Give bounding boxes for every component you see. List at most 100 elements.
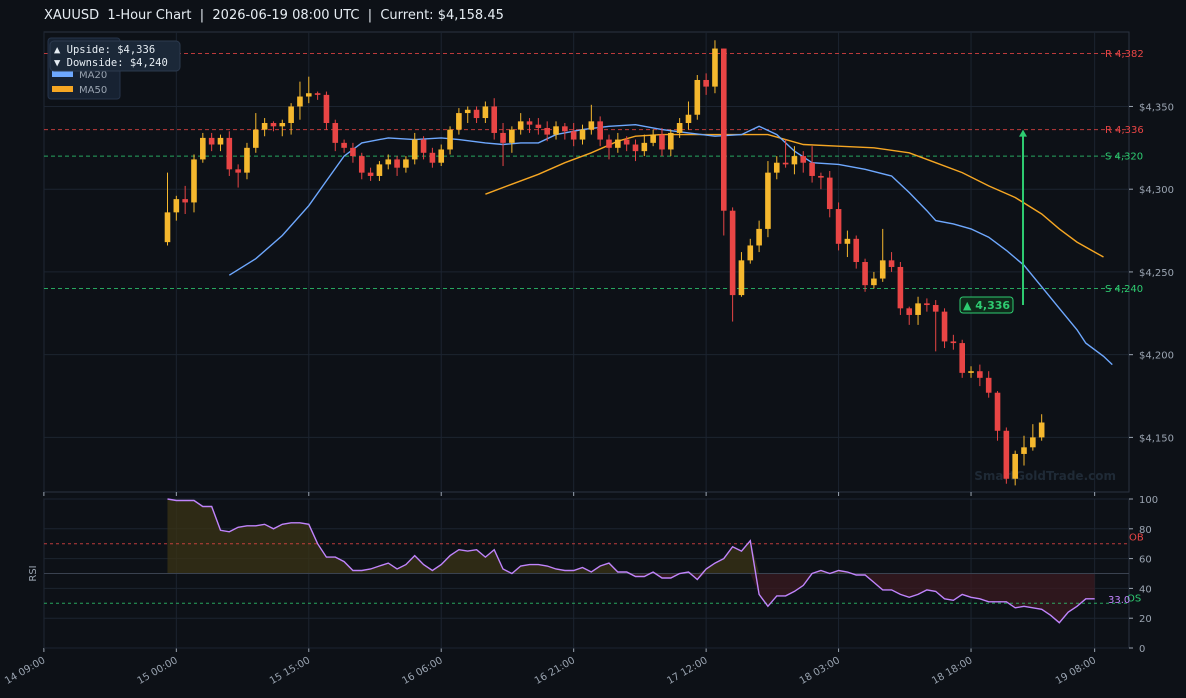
rsi-fill-below [167, 573, 1095, 623]
candle [606, 134, 612, 160]
candle-body [491, 106, 498, 133]
candle [553, 121, 559, 140]
candle-body [447, 129, 453, 150]
candle-body [182, 199, 188, 203]
x-tick-label: 18 03:00 [798, 655, 842, 687]
candle [818, 172, 824, 190]
candle [959, 339, 965, 378]
candle [844, 230, 851, 258]
candle-body [720, 48, 727, 211]
candle-body [482, 106, 489, 119]
candle-body [394, 159, 400, 168]
candle [562, 123, 568, 140]
candle [712, 40, 718, 94]
candle [1003, 427, 1010, 484]
x-tick-label: 18 18:00 [930, 655, 974, 687]
candle [977, 364, 983, 387]
candle [235, 164, 241, 188]
candle-body [509, 129, 515, 143]
candle-body [305, 93, 312, 97]
x-tick-label: 15 15:00 [268, 655, 312, 687]
candle-body [244, 147, 250, 173]
candle-body [279, 123, 286, 127]
rsi-y-tick-label: 40 [1139, 584, 1152, 595]
candle-body [676, 123, 683, 133]
candle-body [1003, 430, 1010, 479]
candle [1021, 435, 1027, 466]
candle-body [1021, 447, 1027, 454]
candle-body [1030, 437, 1036, 448]
candle-body [729, 210, 736, 296]
candle [694, 75, 701, 120]
candle-body [924, 303, 930, 306]
candle-body [217, 137, 224, 145]
rsi-y-tick-label: 100 [1139, 495, 1158, 506]
candle [173, 195, 180, 221]
candle-body [747, 245, 754, 261]
candle [588, 104, 595, 135]
candle-body [994, 392, 1001, 431]
candle-body [879, 260, 886, 279]
candle-body [968, 371, 974, 373]
candle [703, 73, 709, 95]
candle-body [579, 129, 586, 140]
candle [853, 235, 860, 269]
upside-text: ▲ Upside: $4,336 [54, 44, 155, 56]
candle [270, 121, 277, 132]
candle-body [411, 139, 418, 160]
candle-body [341, 142, 347, 148]
arrow-head [1019, 129, 1028, 137]
candle [888, 252, 895, 272]
downside-text: ▼ Downside: $4,240 [54, 57, 168, 69]
candle [765, 161, 771, 238]
candle-body [977, 371, 983, 378]
candle-body [200, 137, 206, 160]
candle-body [862, 262, 868, 286]
candle-body [641, 142, 648, 152]
candle-body [782, 162, 789, 165]
ma20-line [228, 123, 1113, 366]
candle [659, 127, 665, 157]
candle [288, 103, 294, 135]
price-panel [43, 31, 1130, 493]
candle-body [959, 343, 965, 373]
candle [385, 154, 392, 170]
candle [526, 118, 533, 133]
candle-body [712, 48, 718, 87]
candle-body [773, 162, 780, 173]
candle [941, 308, 948, 349]
candle [544, 121, 550, 142]
rsi-current-label: 33.0 [1108, 595, 1130, 606]
candle-body [623, 139, 630, 145]
y-tick-label: $4,300 [1139, 185, 1174, 196]
candle-body [420, 139, 427, 153]
target-label: ▲ 4,336 [963, 299, 1010, 312]
candle-body [323, 94, 330, 124]
candle [517, 113, 524, 135]
candle-body [173, 199, 180, 213]
candle [738, 252, 745, 297]
resistance-label: R 4,336 [1105, 125, 1144, 136]
candle [800, 151, 807, 173]
candle-body [332, 123, 339, 143]
candle [994, 391, 1001, 441]
overbought-label: OB [1129, 533, 1144, 544]
candle [579, 124, 586, 145]
candle-body [941, 311, 948, 342]
candle-body [367, 172, 374, 176]
candle-body [588, 121, 595, 130]
candle [720, 48, 727, 236]
candle [456, 108, 462, 135]
candle-body [164, 212, 171, 243]
ma50-swatch [52, 86, 73, 92]
candle [367, 167, 374, 181]
candle [208, 132, 215, 152]
x-tick-label: 17 12:00 [665, 655, 709, 687]
candle [376, 161, 383, 181]
ma20-swatch [52, 71, 73, 77]
candle-body [553, 126, 559, 135]
candle [297, 81, 303, 120]
rsi-y-tick-label: 60 [1139, 555, 1152, 566]
candle [747, 238, 754, 264]
